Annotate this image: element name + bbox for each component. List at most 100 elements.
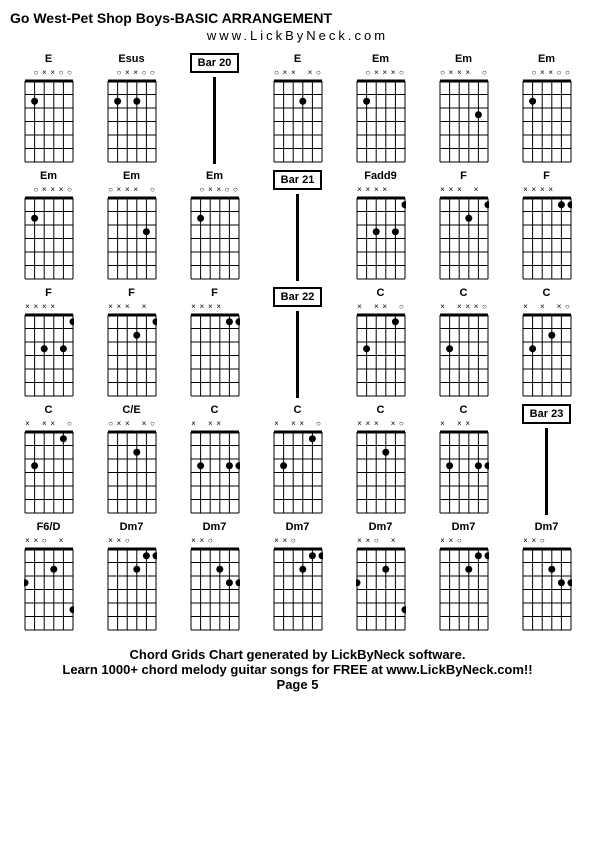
bar-label: Bar 23 [522,404,572,424]
chord-label: Em [538,53,555,67]
footer-line2: Learn 1000+ chord melody guitar songs fo… [10,662,585,677]
chord-label: F [543,170,550,184]
footer-line1: Chord Grids Chart generated by LickByNec… [10,647,585,662]
chord-cell: C ××× [176,404,253,515]
chord-cell: Em○×××○ [342,53,419,164]
chord-label: C [211,404,219,418]
page-title: Go West-Pet Shop Boys-BASIC ARRANGEMENT [10,10,585,26]
fretboard [107,430,157,515]
chord-label: F [460,170,467,184]
chord-label: Dm7 [535,521,559,535]
string-markers: ××× [439,420,489,430]
chord-cell: C ×××○ [10,404,87,515]
string-markers: ○×××○ [107,186,157,196]
chord-cell: C/E○×××○ [93,404,170,515]
chord-cell: Em ○×××○ [10,170,87,281]
fretboard [522,79,572,164]
string-markers: ×××× [190,303,240,313]
string-markers: ○×××○ [107,420,157,430]
chord-cell: Em○××○○ [176,170,253,281]
bar-cell: Bar 22 [259,287,336,398]
chord-label: C [377,404,385,418]
chord-cell: C ××××○ [342,404,419,515]
string-markers: ××○ [107,537,157,547]
fretboard [107,196,157,281]
chord-label: F [211,287,218,301]
chord-cell: C ××××○ [425,287,502,398]
chord-label: Em [40,170,57,184]
chord-label: Em [455,53,472,67]
string-markers: ×××○ [356,303,406,313]
fretboard [24,547,74,632]
chord-label: E [45,53,52,67]
fretboard [356,196,406,281]
chord-cell: E ○××○○ [10,53,87,164]
fretboard [190,547,240,632]
chord-cell: Em ○×××○ [425,53,502,164]
chord-cell: Dm7××○ [259,521,336,632]
chord-cell: Dm7××○ [93,521,170,632]
string-markers: ○××○○ [190,186,240,196]
string-markers: ××○ [439,537,489,547]
footer: Chord Grids Chart generated by LickByNec… [10,647,585,692]
fretboard [522,547,572,632]
string-markers: ×××○ [24,420,74,430]
footer-page: Page 5 [10,677,585,692]
chord-cell: E ○×××○ [259,53,336,164]
fretboard [273,430,323,515]
fretboard [356,430,406,515]
string-markers: ×××○ [522,303,572,313]
bar-cell: Bar 23 [508,404,585,515]
fretboard [107,79,157,164]
bar-divider [545,428,548,515]
chord-cell: Dm7××○ [176,521,253,632]
fretboard [439,547,489,632]
string-markers: ○××○○ [522,69,572,79]
fretboard [356,547,406,632]
string-markers: ×××× [24,303,74,313]
string-markers: ○×××○ [356,69,406,79]
chord-cell: F×××× [10,287,87,398]
chord-cell: Fadd9×××× [342,170,419,281]
fretboard [107,547,157,632]
chord-label: C [460,404,468,418]
string-markers: ××××○ [439,303,489,313]
string-markers: ○×××○ [439,69,489,79]
fretboard [190,430,240,515]
fretboard [439,196,489,281]
chord-label: E [294,53,301,67]
chord-cell: C×××○ [259,404,336,515]
chord-label: C [45,404,53,418]
chord-cell: F6/D××○× [10,521,87,632]
fretboard [522,196,572,281]
string-markers: ××○× [24,537,74,547]
fretboard [24,313,74,398]
chord-label: C [460,287,468,301]
string-markers: ×××× [107,303,157,313]
string-markers: ××○ [190,537,240,547]
string-markers: ××××○ [356,420,406,430]
string-markers: ○××○○ [107,69,157,79]
fretboard [24,196,74,281]
fretboard [190,196,240,281]
string-markers: ○×××○ [273,69,323,79]
bar-cell: Bar 20 [176,53,253,164]
string-markers: ○××○○ [24,69,74,79]
page-subtitle: www.LickByNeck.com [10,28,585,43]
chord-grid: E○××○○Esus○××○○Bar 20E○×××○Em○×××○Em○×××… [10,53,585,632]
chord-cell: C×××○ [508,287,585,398]
chord-cell: Esus○××○○ [93,53,170,164]
chord-label: Dm7 [369,521,393,535]
string-markers: ××× [190,420,240,430]
fretboard [273,547,323,632]
bar-divider [296,311,299,398]
bar-cell: Bar 21 [259,170,336,281]
string-markers: ○×××○ [24,186,74,196]
fretboard [356,79,406,164]
chord-cell: Em○×××○ [93,170,170,281]
chord-cell: Dm7××○ [425,521,502,632]
chord-label: C [377,287,385,301]
fretboard [190,313,240,398]
bar-label: Bar 20 [190,53,240,73]
string-markers: ××○ [273,537,323,547]
